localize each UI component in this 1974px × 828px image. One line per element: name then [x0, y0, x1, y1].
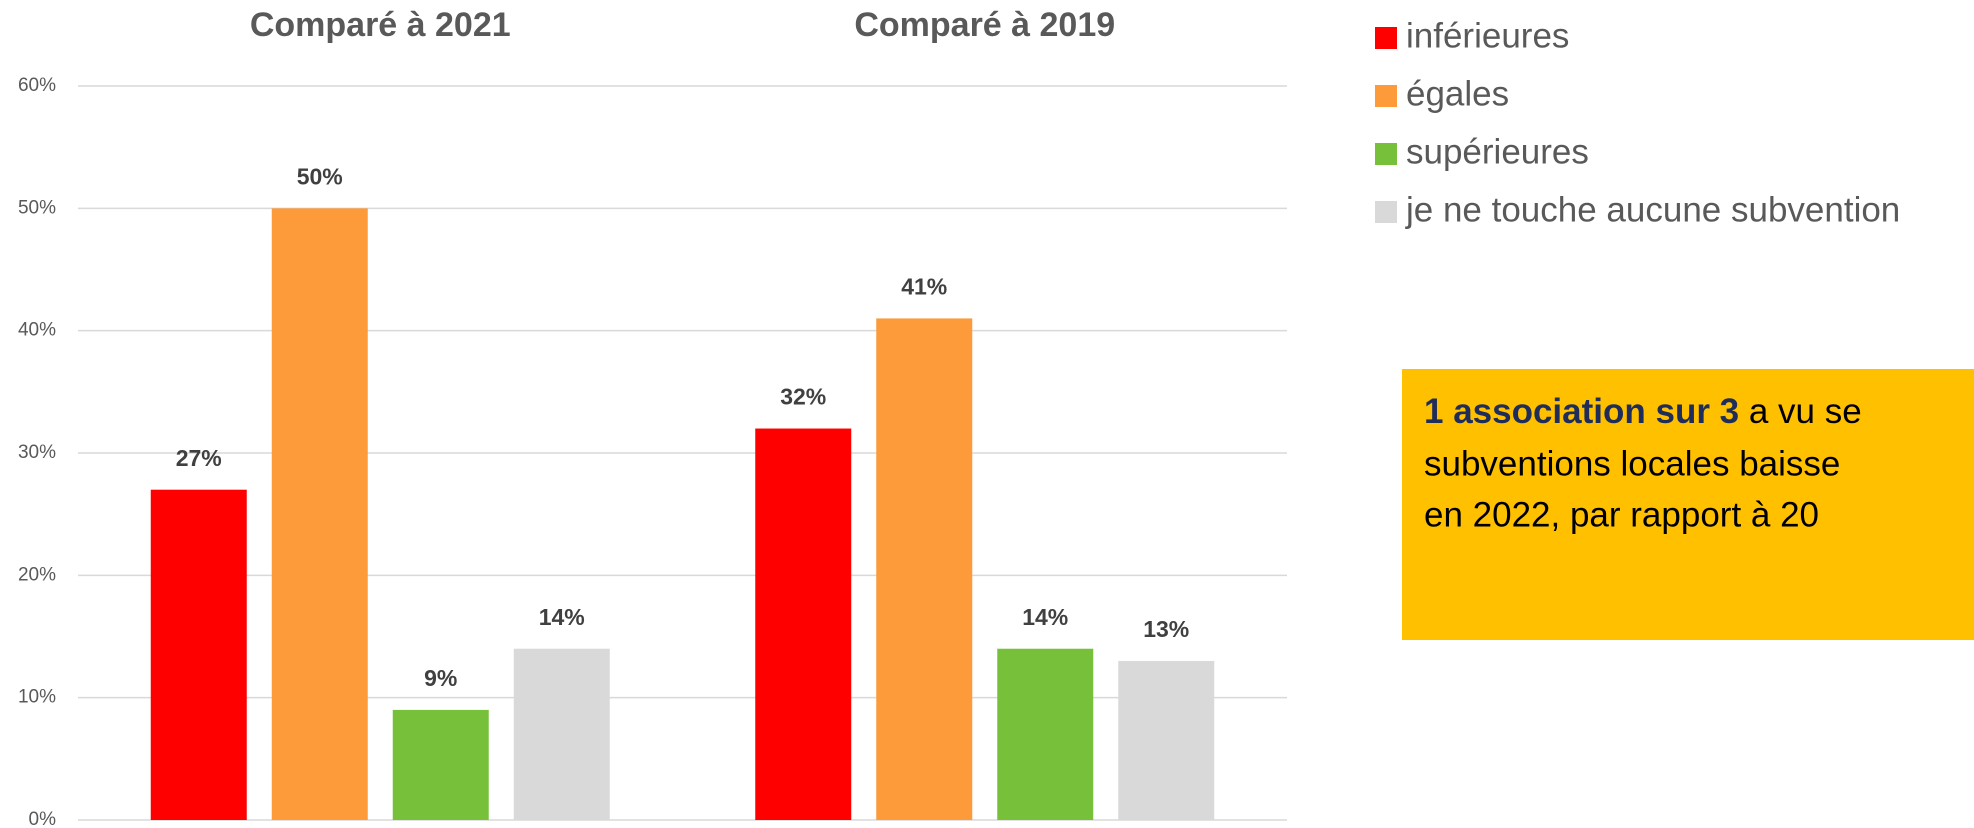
bar — [392, 709, 489, 820]
legend-swatch — [1375, 27, 1397, 49]
y-tick-label: 20% — [18, 564, 56, 585]
annotation-line: subventions locales baisse — [1424, 444, 1840, 483]
annotation-line: 1 association sur 3 a vu se — [1424, 392, 1862, 431]
annotation-box — [1402, 369, 1974, 640]
y-tick-label: 30% — [18, 442, 56, 463]
y-tick-label: 60% — [18, 75, 56, 96]
bar — [876, 318, 973, 820]
data-label: 27% — [176, 445, 222, 471]
data-label: 14% — [1022, 604, 1068, 630]
bar — [997, 648, 1094, 820]
data-label: 32% — [780, 384, 826, 410]
data-label: 50% — [297, 163, 343, 189]
legend-label: égales — [1406, 74, 1509, 113]
annotation-text: a vu se — [1739, 392, 1862, 431]
data-label: 14% — [539, 604, 585, 630]
legend-swatch — [1375, 143, 1397, 165]
y-tick-label: 0% — [29, 809, 57, 828]
group-title: Comparé à 2019 — [854, 6, 1115, 44]
data-label: 13% — [1143, 616, 1189, 642]
legend-label: supérieures — [1406, 132, 1589, 171]
data-label: 9% — [424, 665, 457, 691]
bar — [271, 208, 368, 821]
legend-label: inférieures — [1406, 16, 1569, 55]
y-tick-label: 10% — [18, 687, 56, 708]
legend-swatch — [1375, 201, 1397, 223]
annotation-line: en 2022, par rapport à 20 — [1424, 495, 1819, 534]
legend-swatch — [1375, 85, 1397, 107]
legend-label: je ne touche aucune subvention — [1405, 190, 1900, 229]
data-label: 41% — [901, 274, 947, 300]
bar — [150, 489, 247, 820]
bar — [1118, 660, 1215, 820]
annotation-highlight: 1 association sur 3 — [1424, 392, 1739, 431]
y-tick-label: 50% — [18, 197, 56, 218]
bar — [755, 428, 852, 820]
bar — [513, 648, 610, 820]
y-tick-label: 40% — [18, 320, 56, 341]
group-title: Comparé à 2021 — [250, 6, 511, 44]
